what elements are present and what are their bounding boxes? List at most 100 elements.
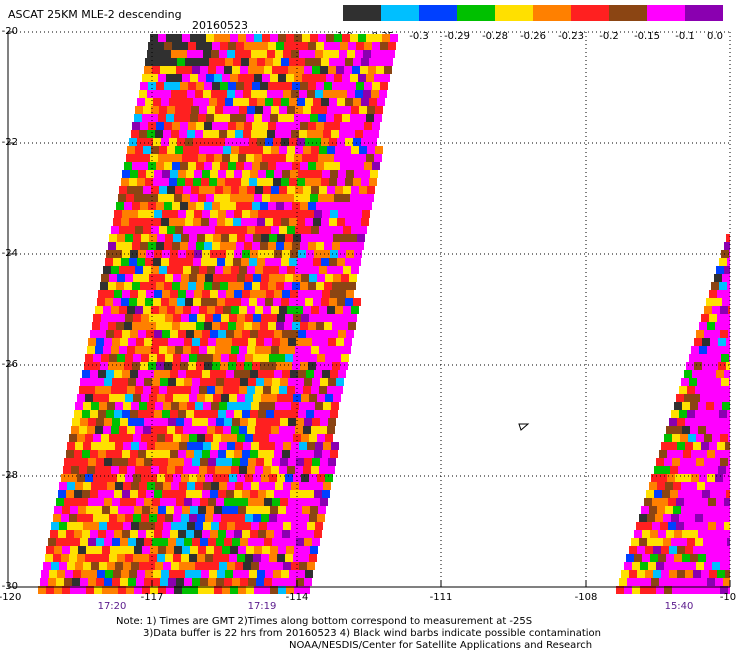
swath-cell [287,466,295,474]
swath-cell [181,274,189,282]
swath-cell [156,82,164,90]
swath-cell [722,274,730,282]
swath-cell [283,130,291,138]
swath-cell [292,282,300,290]
swath-cell [125,394,133,402]
swath-cell [707,450,715,458]
swath-cell [321,98,329,106]
swath-cell [356,42,364,50]
swath-cell [637,546,645,554]
swath-cell [295,386,303,394]
swath-cell [191,386,199,394]
swath-cell [697,506,705,514]
swath-cell [67,522,75,530]
swath-cell [294,114,302,122]
swath-cell [124,362,132,370]
swath-cell [207,146,215,154]
swath-cell [152,338,160,346]
swath-cell [145,570,153,578]
swath-cell [691,578,699,586]
swath-cell [308,202,316,210]
swath-cell [360,66,368,74]
swath-cell [719,386,727,394]
swath-cell [655,538,663,546]
swath-cell [666,554,674,562]
swath-cell [236,82,244,90]
swath-cell [305,298,313,306]
swath-cell [248,538,256,546]
swath-cell [340,162,348,170]
swath-cell [192,378,200,386]
swath-cell [220,82,228,90]
swath-cell [359,146,367,154]
swath-cell [289,258,297,266]
swath-cell [273,138,281,146]
swath-cell [364,202,372,210]
swath-cell [387,50,395,58]
swath-cell [300,82,308,90]
swath-cell [704,586,712,594]
swath-cell [317,514,325,522]
swath-cell [110,586,118,594]
swath-cell [253,314,261,322]
swath-cell [149,234,157,242]
swath-cell [219,522,227,530]
swath-cell [163,402,171,410]
swath-cell [129,138,137,146]
swath-cell [242,410,250,418]
swath-cell [286,586,294,594]
swath-cell [249,58,257,66]
swath-cell [137,298,145,306]
swath-cell [245,274,253,282]
swath-cell [104,498,112,506]
swath-cell [152,538,160,546]
swath-cell [350,194,358,202]
swath-cell [713,506,721,514]
swath-cell [256,418,264,426]
swath-cell [149,474,157,482]
swath-cell [301,394,309,402]
swath-cell [648,586,656,594]
swath-cell [341,354,349,362]
swath-cell [261,394,269,402]
swath-cell [691,474,699,482]
swath-cell [301,554,309,562]
swath-cell [725,418,730,426]
swath-cell [272,538,280,546]
swath-cell [82,370,90,378]
swath-cell [206,546,214,554]
swath-cell [379,90,387,98]
swath-cell [259,562,267,570]
swath-cell [128,498,136,506]
swath-cell [118,194,126,202]
swath-cell [90,330,98,338]
swath-cell [263,106,271,114]
swath-cell [252,362,260,370]
swath-cell [107,482,115,490]
swath-cell [67,442,75,450]
swath-cell [243,482,251,490]
swath-cell [300,122,308,130]
swath-cell [707,474,715,482]
swath-cell [273,298,281,306]
swath-cell [238,34,246,42]
swath-cell [695,410,703,418]
swath-cell [87,386,95,394]
swath-cell [125,234,133,242]
swath-cell [211,130,219,138]
swath-cell [273,218,281,226]
swath-cell [200,498,208,506]
swath-cell [296,458,304,466]
swath-cell [712,586,720,594]
swath-cell [700,394,708,402]
swath-cell [349,274,357,282]
swath-cell [697,378,705,386]
swath-cell [159,146,167,154]
swath-cell [184,378,192,386]
swath-cell [61,474,69,482]
swath-cell [59,522,67,530]
swath-cell [168,458,176,466]
swath-cell [692,522,700,530]
swath-cell [173,474,181,482]
swath-cell [301,234,309,242]
